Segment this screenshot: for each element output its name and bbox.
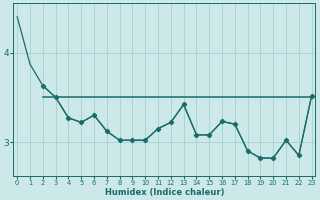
X-axis label: Humidex (Indice chaleur): Humidex (Indice chaleur) xyxy=(105,188,224,197)
